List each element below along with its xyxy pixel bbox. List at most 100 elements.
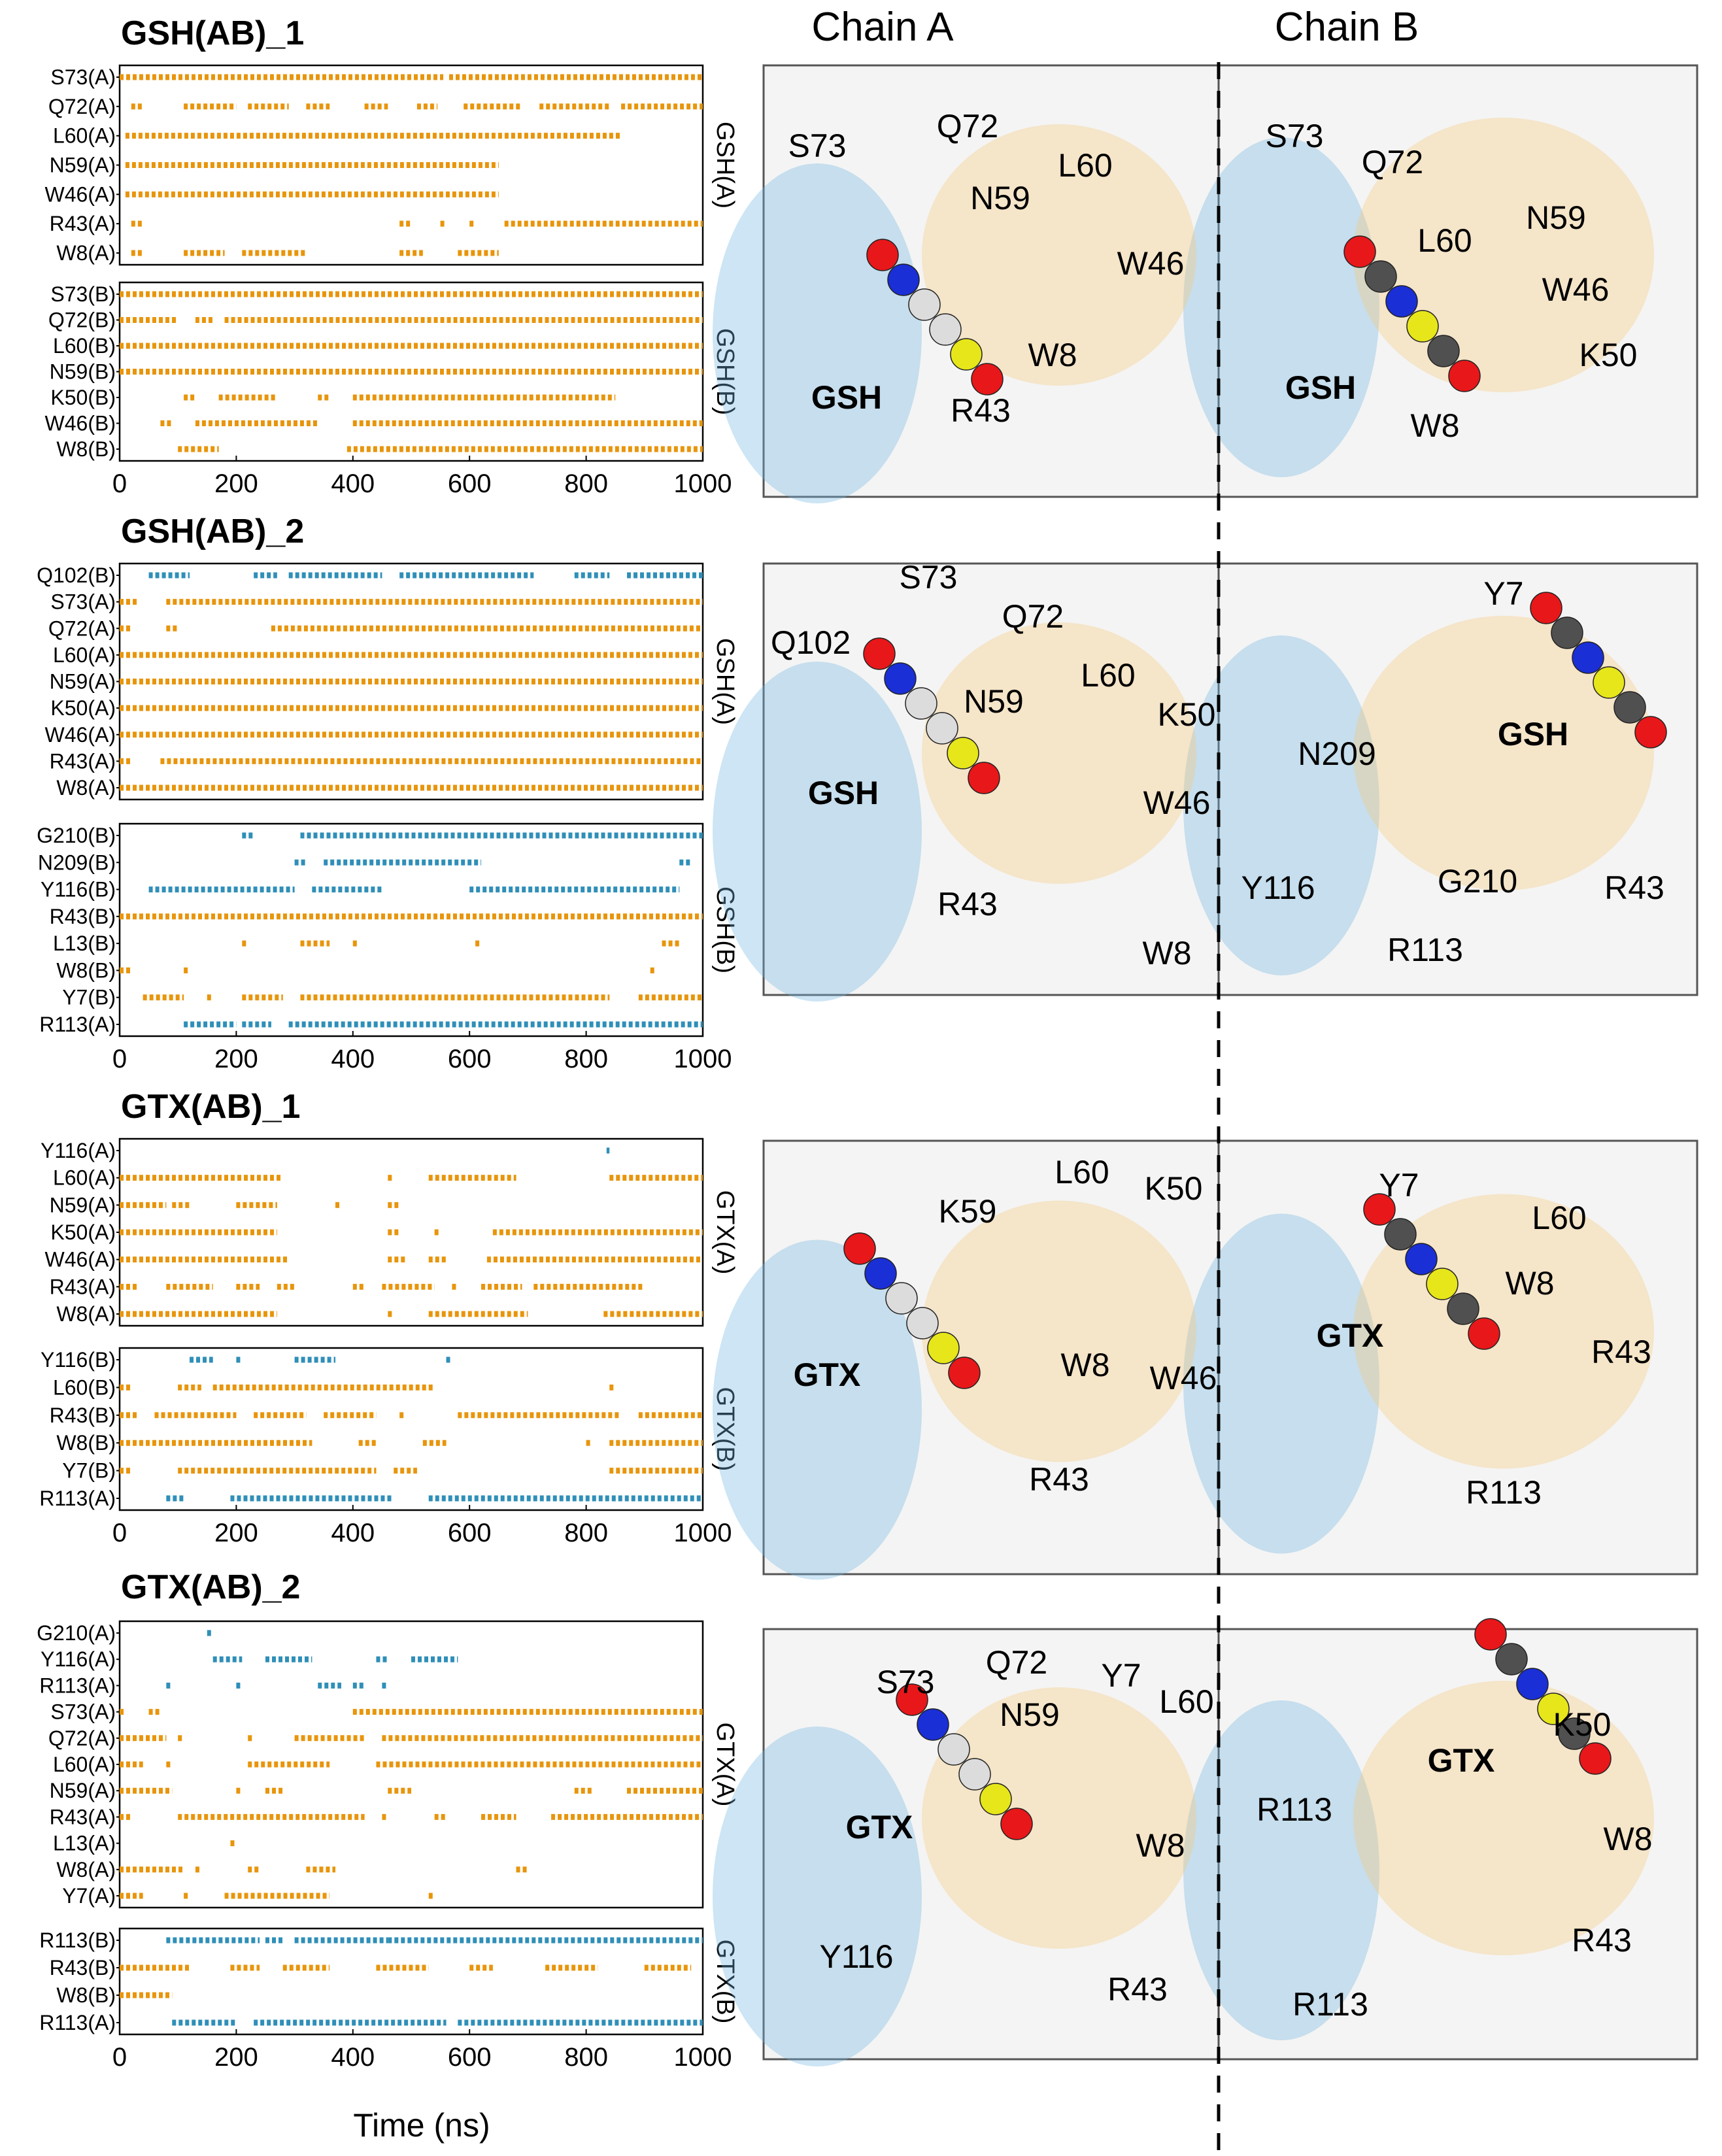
- residue-label: N59(A): [50, 1779, 116, 1802]
- chain-b-surface: [713, 1726, 922, 2066]
- residue-label: Y116(A): [41, 1139, 116, 1162]
- x-tick-label: 200: [214, 1519, 258, 1547]
- ligand-atom: [968, 762, 1000, 794]
- residue-label: S73(A): [50, 590, 116, 614]
- residue-name-label: Q102: [771, 624, 851, 661]
- x-tick-label: 600: [448, 469, 492, 498]
- binding-site-surface: [922, 124, 1196, 386]
- chain-a-surface: [1183, 1700, 1379, 2040]
- residue-label: W46(A): [45, 1248, 116, 1272]
- residue-name-label: R113: [1466, 1474, 1542, 1511]
- ligand-atom: [1384, 1218, 1417, 1251]
- chain-b-surface: [713, 662, 922, 1002]
- timeline-panel: S73(B) Q72(B)L60(B)N59(B)K50(B) W46(B)W8(B…: [45, 281, 739, 498]
- residue-label: N59(A): [50, 1193, 116, 1217]
- x-tick-label: 200: [214, 1045, 258, 1073]
- residue-name-label: Y7: [1379, 1167, 1419, 1204]
- ligand-atom: [884, 662, 917, 695]
- chain-a-structure-box: [762, 1628, 1220, 2061]
- ligand-atom: [958, 1758, 991, 1791]
- x-tick-label: 400: [331, 2043, 375, 2072]
- ligand-atom: [979, 1783, 1012, 1815]
- residue-label: Y7(B): [62, 1459, 116, 1483]
- ligand-name-label: GTX: [794, 1356, 861, 1393]
- ligand-atom: [1530, 592, 1562, 624]
- residue-label: L60(A): [53, 643, 116, 667]
- ligand-label: GSH(B): [711, 328, 739, 415]
- residue-label: W8(B): [56, 437, 116, 461]
- residue-name-label: R43: [1029, 1461, 1089, 1498]
- ligand-atom: [1385, 285, 1418, 318]
- x-tick-label: 0: [112, 469, 127, 498]
- residue-name-label: K50: [1158, 696, 1216, 733]
- binding-site-surface: [1353, 616, 1654, 890]
- ligand-atom: [947, 737, 979, 769]
- ligand-atom: [908, 288, 941, 321]
- residue-name-label: L60: [1058, 147, 1112, 184]
- ligand-atom: [1613, 691, 1646, 724]
- residue-name-label: K50: [1579, 337, 1638, 373]
- residue-label: R43(B): [50, 905, 116, 928]
- ligand-atom: [1572, 641, 1604, 674]
- residue-name-label: S73: [900, 559, 958, 596]
- structure-panel: Q72 S73 Y7 N59 L60 GTX W8 Y116 R43 K50 GTX R113 W8 R4…: [713, 1618, 1698, 2066]
- residue-label: Y116(A): [41, 1647, 116, 1671]
- ligand-atom: [1343, 235, 1376, 268]
- residue-label: G210(A): [37, 1621, 116, 1645]
- x-tick-label: 800: [564, 2043, 608, 2072]
- residue-name-label: R43: [951, 392, 1011, 429]
- residue-name-label: L60: [1081, 657, 1135, 694]
- plot-frame: [118, 1347, 704, 1511]
- residue-name-label: W8: [1143, 935, 1192, 971]
- chain-a-surface: [1183, 1213, 1379, 1554]
- x-tick-label: 400: [331, 1045, 375, 1073]
- residue-name-label: W46: [1143, 784, 1211, 821]
- residue-name-label: N209: [1298, 735, 1376, 772]
- ligand-name-label: GTX: [1428, 1742, 1495, 1779]
- residue-name-label: S73: [1266, 118, 1324, 154]
- chain-b-surface: [713, 1239, 922, 1580]
- ligand-atom: [1427, 335, 1460, 367]
- residue-label: Y116(B): [41, 878, 116, 901]
- ligand-atom: [887, 263, 920, 296]
- structure-panel: S73 Q72 N59 L60 W46 GSH W8 R43 S73 Q72 N59 L60 W46 K5…: [713, 64, 1698, 503]
- section-title: GTX(AB)_1: [121, 1088, 300, 1126]
- residue-name-label: Y7: [1483, 575, 1523, 612]
- chain-b-surface: [713, 163, 922, 503]
- residue-name-label: W8: [1506, 1265, 1555, 1302]
- x-tick-label: 200: [214, 2043, 258, 2072]
- ligand-atom: [866, 239, 899, 271]
- ligand-atom: [905, 687, 937, 720]
- x-tick-label: 0: [112, 1519, 127, 1547]
- residue-label: W8(B): [56, 1983, 116, 2007]
- ligand-atom: [1405, 1243, 1438, 1275]
- ligand-atom: [1363, 1193, 1396, 1226]
- x-tick-label: 800: [564, 1519, 608, 1547]
- residue-name-label: S73: [877, 1664, 935, 1700]
- residue-label: Q72(A): [48, 95, 116, 118]
- x-tick-label: 1000: [674, 469, 732, 498]
- x-tick-label: 1000: [674, 1519, 732, 1547]
- residue-label: R43(B): [50, 1404, 116, 1427]
- residue-name-label: R43: [1572, 1922, 1632, 1959]
- residue-label: Q72(B): [48, 309, 116, 332]
- ligand-atom: [937, 1733, 970, 1766]
- ligand-atom: [929, 313, 962, 346]
- residue-label: W8(B): [56, 1431, 116, 1455]
- ligand-atom: [1447, 1292, 1479, 1325]
- residue-name-label: K50: [1553, 1706, 1612, 1743]
- x-tick-label: 1000: [674, 1045, 732, 1073]
- residue-label: Q72(A): [48, 616, 116, 640]
- residue-label: S73(A): [50, 1700, 116, 1724]
- ligand-atom: [1537, 1693, 1570, 1725]
- x-tick-label: 0: [112, 2043, 127, 2072]
- x-axis-title: Time (ns): [353, 2107, 490, 2144]
- ligand-name-label: GTX: [1317, 1317, 1384, 1354]
- residue-label: R43(A): [50, 1805, 116, 1828]
- x-tick-label: 800: [564, 1045, 608, 1073]
- binding-site-surface: [1353, 1681, 1654, 1955]
- timeline-panel: Y116(B) L60(B) R43(B) W8(B) Y7(B) R113(A) GTX(…: [39, 1347, 739, 1547]
- ligand-atom: [1579, 1742, 1612, 1775]
